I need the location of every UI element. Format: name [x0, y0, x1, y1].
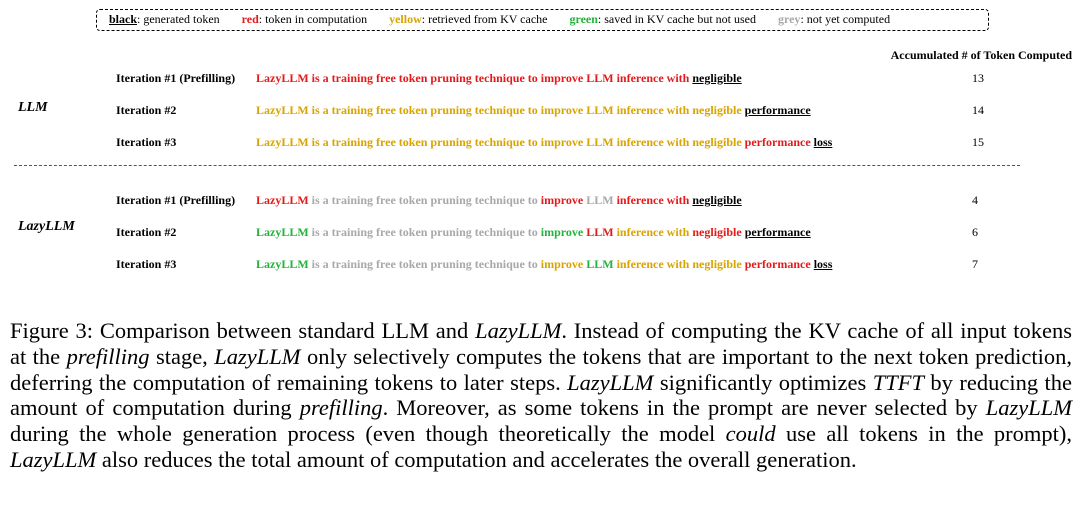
iteration-label: Iteration #3 — [116, 135, 177, 149]
token-span-red: inference with — [616, 193, 693, 207]
token-span-black: loss — [813, 257, 833, 271]
model-label-lazyllm: LazyLLM — [18, 219, 75, 234]
iteration-label: Iteration #1 (Prefilling) — [116, 193, 236, 207]
caption-segment: during the whole generation process (eve… — [10, 421, 726, 447]
token-span-grey: is a training free token pruning techniq… — [311, 193, 541, 207]
caption-segment: use all tokens in the prompt), — [775, 421, 1072, 447]
legend-item-grey: grey: not yet computed — [778, 12, 890, 26]
llm-iteration-3-row: Iteration #3 LazyLLM is a training free … — [0, 133, 1080, 151]
legend-key: yellow — [389, 12, 422, 26]
legend-description: : retrieved from KV cache — [421, 12, 548, 26]
caption-italic-term: LazyLLM — [567, 369, 654, 395]
token-count: 13 — [972, 71, 984, 85]
token-span-green: LazyLLM — [256, 257, 312, 271]
token-count: 6 — [972, 225, 978, 239]
caption-italic-term: LazyLLM — [475, 318, 562, 343]
legend-item-red: red: token in computation — [242, 12, 367, 26]
token-span-black: performance — [744, 225, 811, 239]
token-span-green: LLM — [586, 257, 617, 271]
token-span-red: improve — [540, 193, 587, 207]
token-span-red: performance — [744, 135, 814, 149]
token-span-yellow: inference with — [616, 257, 693, 271]
caption-segment: also reduces the total amount of computa… — [96, 446, 857, 472]
token-span-black: negligible — [692, 71, 742, 85]
token-span-black: loss — [813, 135, 833, 149]
legend-description: : saved in KV cache but not used — [597, 12, 756, 26]
caption-segment: . Moreover, as some tokens in the prompt… — [382, 395, 986, 421]
token-sequence: LazyLLM is a training free token pruning… — [256, 255, 832, 273]
iteration-label: Iteration #2 — [116, 103, 177, 117]
caption-segment: only selectively computes the tokens tha… — [10, 343, 1073, 395]
token-span-yellow: inference with — [616, 225, 693, 239]
token-span-yellow: LazyLLM is a training free token pruning… — [256, 135, 745, 149]
token-span-yellow: negligible — [692, 257, 745, 271]
token-sequence: LazyLLM is a training free token pruning… — [256, 191, 742, 209]
legend-item-yellow: yellow: retrieved from KV cache — [389, 12, 547, 26]
token-count: 15 — [972, 135, 984, 149]
legend-item-black: black: generated token — [109, 12, 220, 26]
caption-segment: by reducing the amount of computation du… — [10, 369, 1072, 421]
model-label-llm: LLM — [18, 100, 48, 115]
caption-text: Figure 3: Comparison between standard LL… — [10, 318, 1072, 473]
token-sequence: LazyLLM is a training free token pruning… — [256, 69, 742, 87]
legend-key: grey — [778, 12, 801, 26]
caption-italic-term: LazyLLM — [10, 446, 97, 472]
legend-description: : not yet computed — [800, 12, 891, 26]
token-span-red: LLM — [586, 225, 617, 239]
caption-italic-term: prefilling — [299, 395, 383, 421]
caption-italic-term: TTFT — [872, 369, 924, 395]
legend-key: green — [569, 12, 598, 26]
token-count: 7 — [972, 257, 978, 271]
iteration-label: Iteration #2 — [116, 225, 177, 239]
token-span-green: improve — [540, 225, 587, 239]
caption-segment: Figure 3: Comparison between standard LL… — [10, 318, 476, 343]
token-span-red: LazyLLM is a training free token pruning… — [256, 71, 693, 85]
token-count: 14 — [972, 103, 984, 117]
section-divider — [14, 165, 1020, 166]
color-legend: black: generated token red: token in comp… — [96, 9, 989, 31]
legend-key: red — [241, 12, 259, 26]
token-span-green: LazyLLM — [256, 225, 312, 239]
token-span-yellow: improve — [540, 257, 587, 271]
token-span-grey: is a training free token pruning techniq… — [311, 257, 541, 271]
token-span-red: LazyLLM — [256, 193, 312, 207]
caption-segment: significantly optimizes — [653, 369, 873, 395]
token-span-grey: LLM — [586, 193, 617, 207]
llm-iteration-1-row: Iteration #1 (Prefilling) LazyLLM is a t… — [0, 69, 1080, 87]
caption-italic-term: prefilling — [66, 343, 150, 369]
caption-segment: . Instead of computing the KV cache of a… — [10, 318, 1072, 369]
caption-italic-term: could — [725, 421, 776, 447]
token-span-black: performance — [744, 103, 811, 117]
caption-segment: stage, — [149, 343, 215, 369]
legend-description: : token in computation — [258, 12, 368, 26]
token-span-red: performance — [744, 257, 814, 271]
llm-iteration-2-row: Iteration #2 LazyLLM is a training free … — [0, 101, 1080, 119]
token-span-black: negligible — [692, 193, 742, 207]
lazyllm-iteration-2-row: Iteration #2 LazyLLM is a training free … — [0, 223, 1080, 241]
lazyllm-iteration-1-row: Iteration #1 (Prefilling) LazyLLM is a t… — [0, 191, 1080, 209]
token-count: 4 — [972, 193, 978, 207]
token-span-red: negligible — [692, 225, 745, 239]
legend-key: black — [109, 12, 138, 26]
legend-item-green: green: saved in KV cache but not used — [569, 12, 756, 26]
figure-caption: Figure 3: Comparison between standard LL… — [10, 318, 1072, 473]
legend-description: : generated token — [137, 12, 220, 26]
accumulated-count-header: Accumulated # of Token Computed — [890, 48, 1072, 62]
caption-italic-term: LazyLLM — [985, 395, 1072, 421]
lazyllm-iteration-3-row: Iteration #3 LazyLLM is a training free … — [0, 255, 1080, 273]
token-sequence: LazyLLM is a training free token pruning… — [256, 223, 811, 241]
caption-italic-term: LazyLLM — [214, 343, 301, 369]
token-span-yellow: LazyLLM is a training free token pruning… — [256, 103, 745, 117]
token-span-grey: is a training free token pruning techniq… — [311, 225, 541, 239]
token-sequence: LazyLLM is a training free token pruning… — [256, 101, 811, 119]
iteration-label: Iteration #1 (Prefilling) — [116, 71, 236, 85]
iteration-label: Iteration #3 — [116, 257, 177, 271]
token-sequence: LazyLLM is a training free token pruning… — [256, 133, 832, 151]
